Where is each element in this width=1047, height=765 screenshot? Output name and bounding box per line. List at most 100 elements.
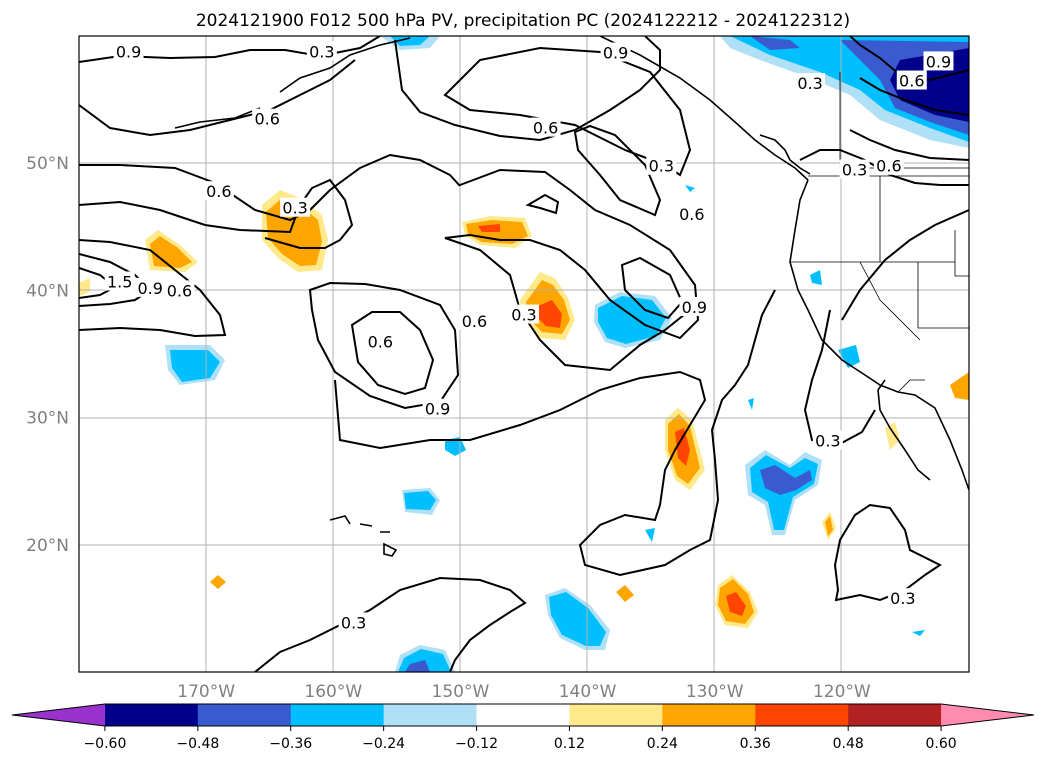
contour-label-background [306, 41, 337, 61]
contour-label: 0.3 [341, 613, 366, 632]
negative-precip-area [598, 296, 666, 344]
contour-label-background [252, 108, 283, 128]
colorbar-extend-min [12, 704, 105, 726]
positive-precip-area [726, 592, 746, 616]
positive-precip-area [536, 300, 562, 328]
contour-label: 0.9 [926, 52, 951, 71]
pv-contour [443, 46, 692, 177]
contour-label-background [839, 159, 870, 179]
negative-precip-area [760, 465, 812, 495]
pv-contour [620, 256, 684, 320]
contour-label: 0.6 [254, 110, 279, 129]
colorbar-segment [197, 704, 292, 726]
positive-precip-area [675, 428, 690, 466]
colorbar: −0.60 −0.48 −0.36 −0.24 −0.12 0.12 0.24 0.36 0.4… [11, 703, 1035, 752]
lat-tick-label: 40°N [26, 281, 69, 301]
pv-contour [334, 289, 776, 577]
contour-label: 0.6 [899, 72, 924, 91]
contour-label: 0.3 [309, 42, 334, 61]
contour-label-background [646, 155, 677, 175]
contour-label-background [896, 70, 927, 90]
coastlines [174, 36, 969, 557]
contour-label-background [104, 271, 135, 291]
lon-tick-label: 150°W [432, 682, 490, 702]
lat-tick-label: 30°N [26, 409, 69, 429]
colorbar-tick-label: −0.48 [176, 736, 219, 752]
state-borders [790, 72, 969, 393]
contour-label-background [530, 117, 561, 137]
contour-label: 1.5 [107, 272, 132, 291]
negative-precip-area [685, 185, 695, 192]
colorbar-tick-label: 0.24 [647, 736, 678, 752]
positive-precip-area [478, 224, 500, 232]
contour-label: 0.3 [815, 431, 840, 450]
negative-precip-area [549, 592, 606, 646]
contour-label: 0.3 [511, 306, 536, 325]
contour-label: 0.6 [368, 332, 393, 351]
chart-title: 2024121900 F012 500 hPa PV, precipitatio… [196, 11, 850, 31]
contour-label: 0.9 [425, 400, 450, 419]
colorbar-segment [848, 704, 942, 726]
positive-precip-area [616, 585, 634, 602]
contour-label-background [873, 155, 904, 175]
pv-contour [254, 576, 527, 672]
contour-label: 0.3 [797, 74, 822, 93]
contour-label: 0.6 [876, 157, 901, 176]
contour-label: 0.9 [682, 298, 707, 317]
negative-precip-area [912, 630, 925, 636]
negative-precip-area [404, 491, 436, 510]
contour-label: 0.6 [533, 119, 558, 138]
contour-label-background [459, 310, 490, 330]
negative-precip-area [170, 350, 220, 382]
colorbar-tick-label: 0.36 [740, 736, 771, 752]
contour-label-background [203, 181, 234, 201]
pv-contour [859, 77, 969, 116]
colorbar-segment [755, 704, 849, 726]
pv-contour [841, 209, 969, 321]
canada-coastline [759, 134, 811, 175]
colorbar-tick-label: −0.24 [362, 736, 405, 752]
contour-label-background [338, 612, 369, 632]
colorbar-extend-max [941, 704, 1034, 726]
contour-labels: 0.9 0.3 0.90.30.90.60.6 0.60.30.60.60.30.3 0… [104, 41, 954, 632]
negative-precip-area [445, 437, 466, 456]
contour-label-background [676, 204, 707, 224]
pv-contour [803, 309, 876, 447]
pv-contour [525, 193, 560, 215]
colorbar-segment [383, 704, 478, 726]
pv-contour [79, 59, 356, 137]
positive-precip-area [79, 278, 90, 296]
lon-tick-label: 160°W [304, 682, 362, 702]
colorbar-tick-label: 0.48 [833, 736, 864, 752]
hawaii-coastline [329, 515, 398, 557]
pv-contour [308, 281, 460, 410]
gridlines [79, 36, 969, 672]
negative-precip-area [645, 528, 655, 542]
contour-label: 0.3 [282, 199, 307, 218]
contour-label-background [164, 280, 195, 300]
lon-tick-label: 170°W [177, 682, 235, 702]
colorbar-segment [104, 704, 199, 726]
contour-label: 0.9 [603, 44, 628, 63]
lat-tick-label: 50°N [26, 154, 69, 174]
contour-label-background [365, 331, 396, 351]
contour-label-background [509, 304, 539, 324]
political-borders [790, 72, 969, 393]
pv-contour [79, 239, 227, 338]
map-panel: 0.9 0.3 0.90.30.90.60.6 0.60.30.60.60.30.3 0… [78, 35, 970, 673]
negative-precip-area [838, 345, 860, 368]
negative-precip-area [810, 270, 822, 285]
colorbar-segment [662, 704, 756, 726]
contour-label: 0.3 [649, 157, 674, 176]
alaska-coastline [174, 36, 809, 181]
contour-label-background [887, 588, 918, 608]
contour-label: 0.9 [116, 42, 141, 61]
pv-contour [573, 124, 662, 217]
negative-precip-area [390, 36, 430, 46]
contour-label: 0.3 [890, 589, 915, 608]
contour-label-background [113, 41, 144, 61]
lon-tick-label: 130°W [686, 682, 744, 702]
colorbar-tick-label: 0.12 [554, 736, 585, 752]
positive-precip-area [825, 516, 833, 536]
